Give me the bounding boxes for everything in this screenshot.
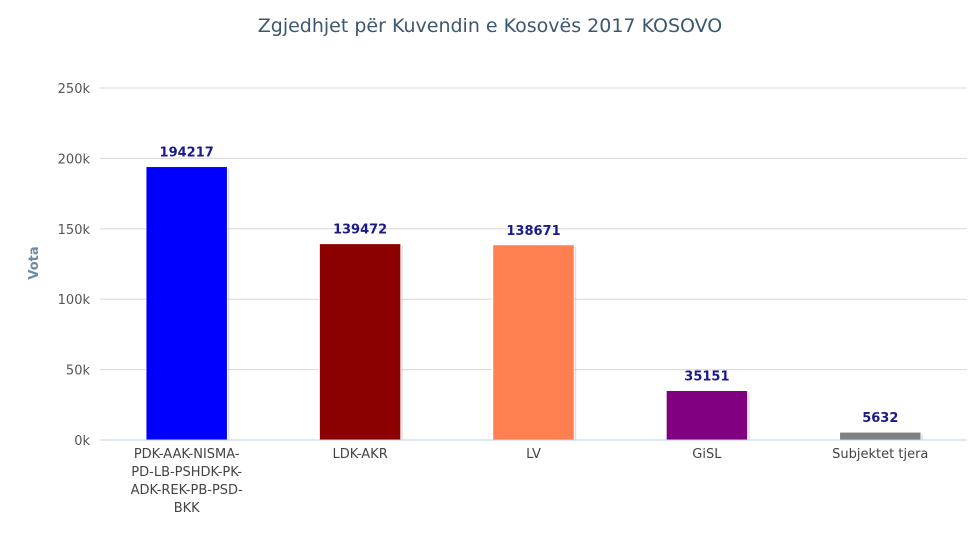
y-tick-label: 200k [58, 152, 91, 167]
y-axis-ticks: 0k 50k 100k 150k 200k 250k [58, 82, 91, 449]
x-category-label: GiSL [692, 447, 722, 462]
chart-title: Zgjedhjet për Kuvendin e Kosovës 2017 KO… [258, 15, 723, 37]
x-category-label: PD-LB-PSHDK-PK- [131, 465, 242, 480]
bar[interactable] [492, 244, 575, 441]
y-tick-label: 250k [58, 82, 91, 97]
gridlines [100, 87, 967, 371]
x-category-label: Subjektet tjera [832, 447, 928, 462]
bar[interactable] [145, 166, 228, 441]
data-label: 194217 [160, 146, 214, 161]
data-label: 138671 [506, 224, 560, 239]
y-tick-label: 50k [66, 364, 91, 379]
x-category-label: LV [526, 447, 541, 462]
x-category-label: ADK-REK-PB-PSD- [131, 483, 243, 498]
x-category-label: PDK-AAK-NISMA- [134, 447, 240, 462]
bar[interactable] [839, 431, 922, 441]
data-label: 5632 [862, 411, 898, 426]
y-tick-label: 0k [74, 434, 90, 449]
x-axis-categories: PDK-AAK-NISMA- PD-LB-PSHDK-PK- ADK-REK-PB-… [131, 447, 929, 516]
bar[interactable] [665, 390, 749, 441]
bar[interactable] [318, 243, 402, 441]
data-labels: 194217 139472 138671 35151 5632 [160, 146, 899, 427]
y-axis-label: Vota [27, 246, 42, 279]
x-category-label: BKK [174, 501, 200, 516]
x-category-label: LDK-AKR [332, 447, 387, 462]
data-label: 139472 [333, 223, 387, 238]
bars [145, 166, 924, 441]
y-tick-label: 150k [58, 223, 91, 238]
y-tick-label: 100k [58, 293, 91, 308]
data-label: 35151 [684, 370, 729, 385]
